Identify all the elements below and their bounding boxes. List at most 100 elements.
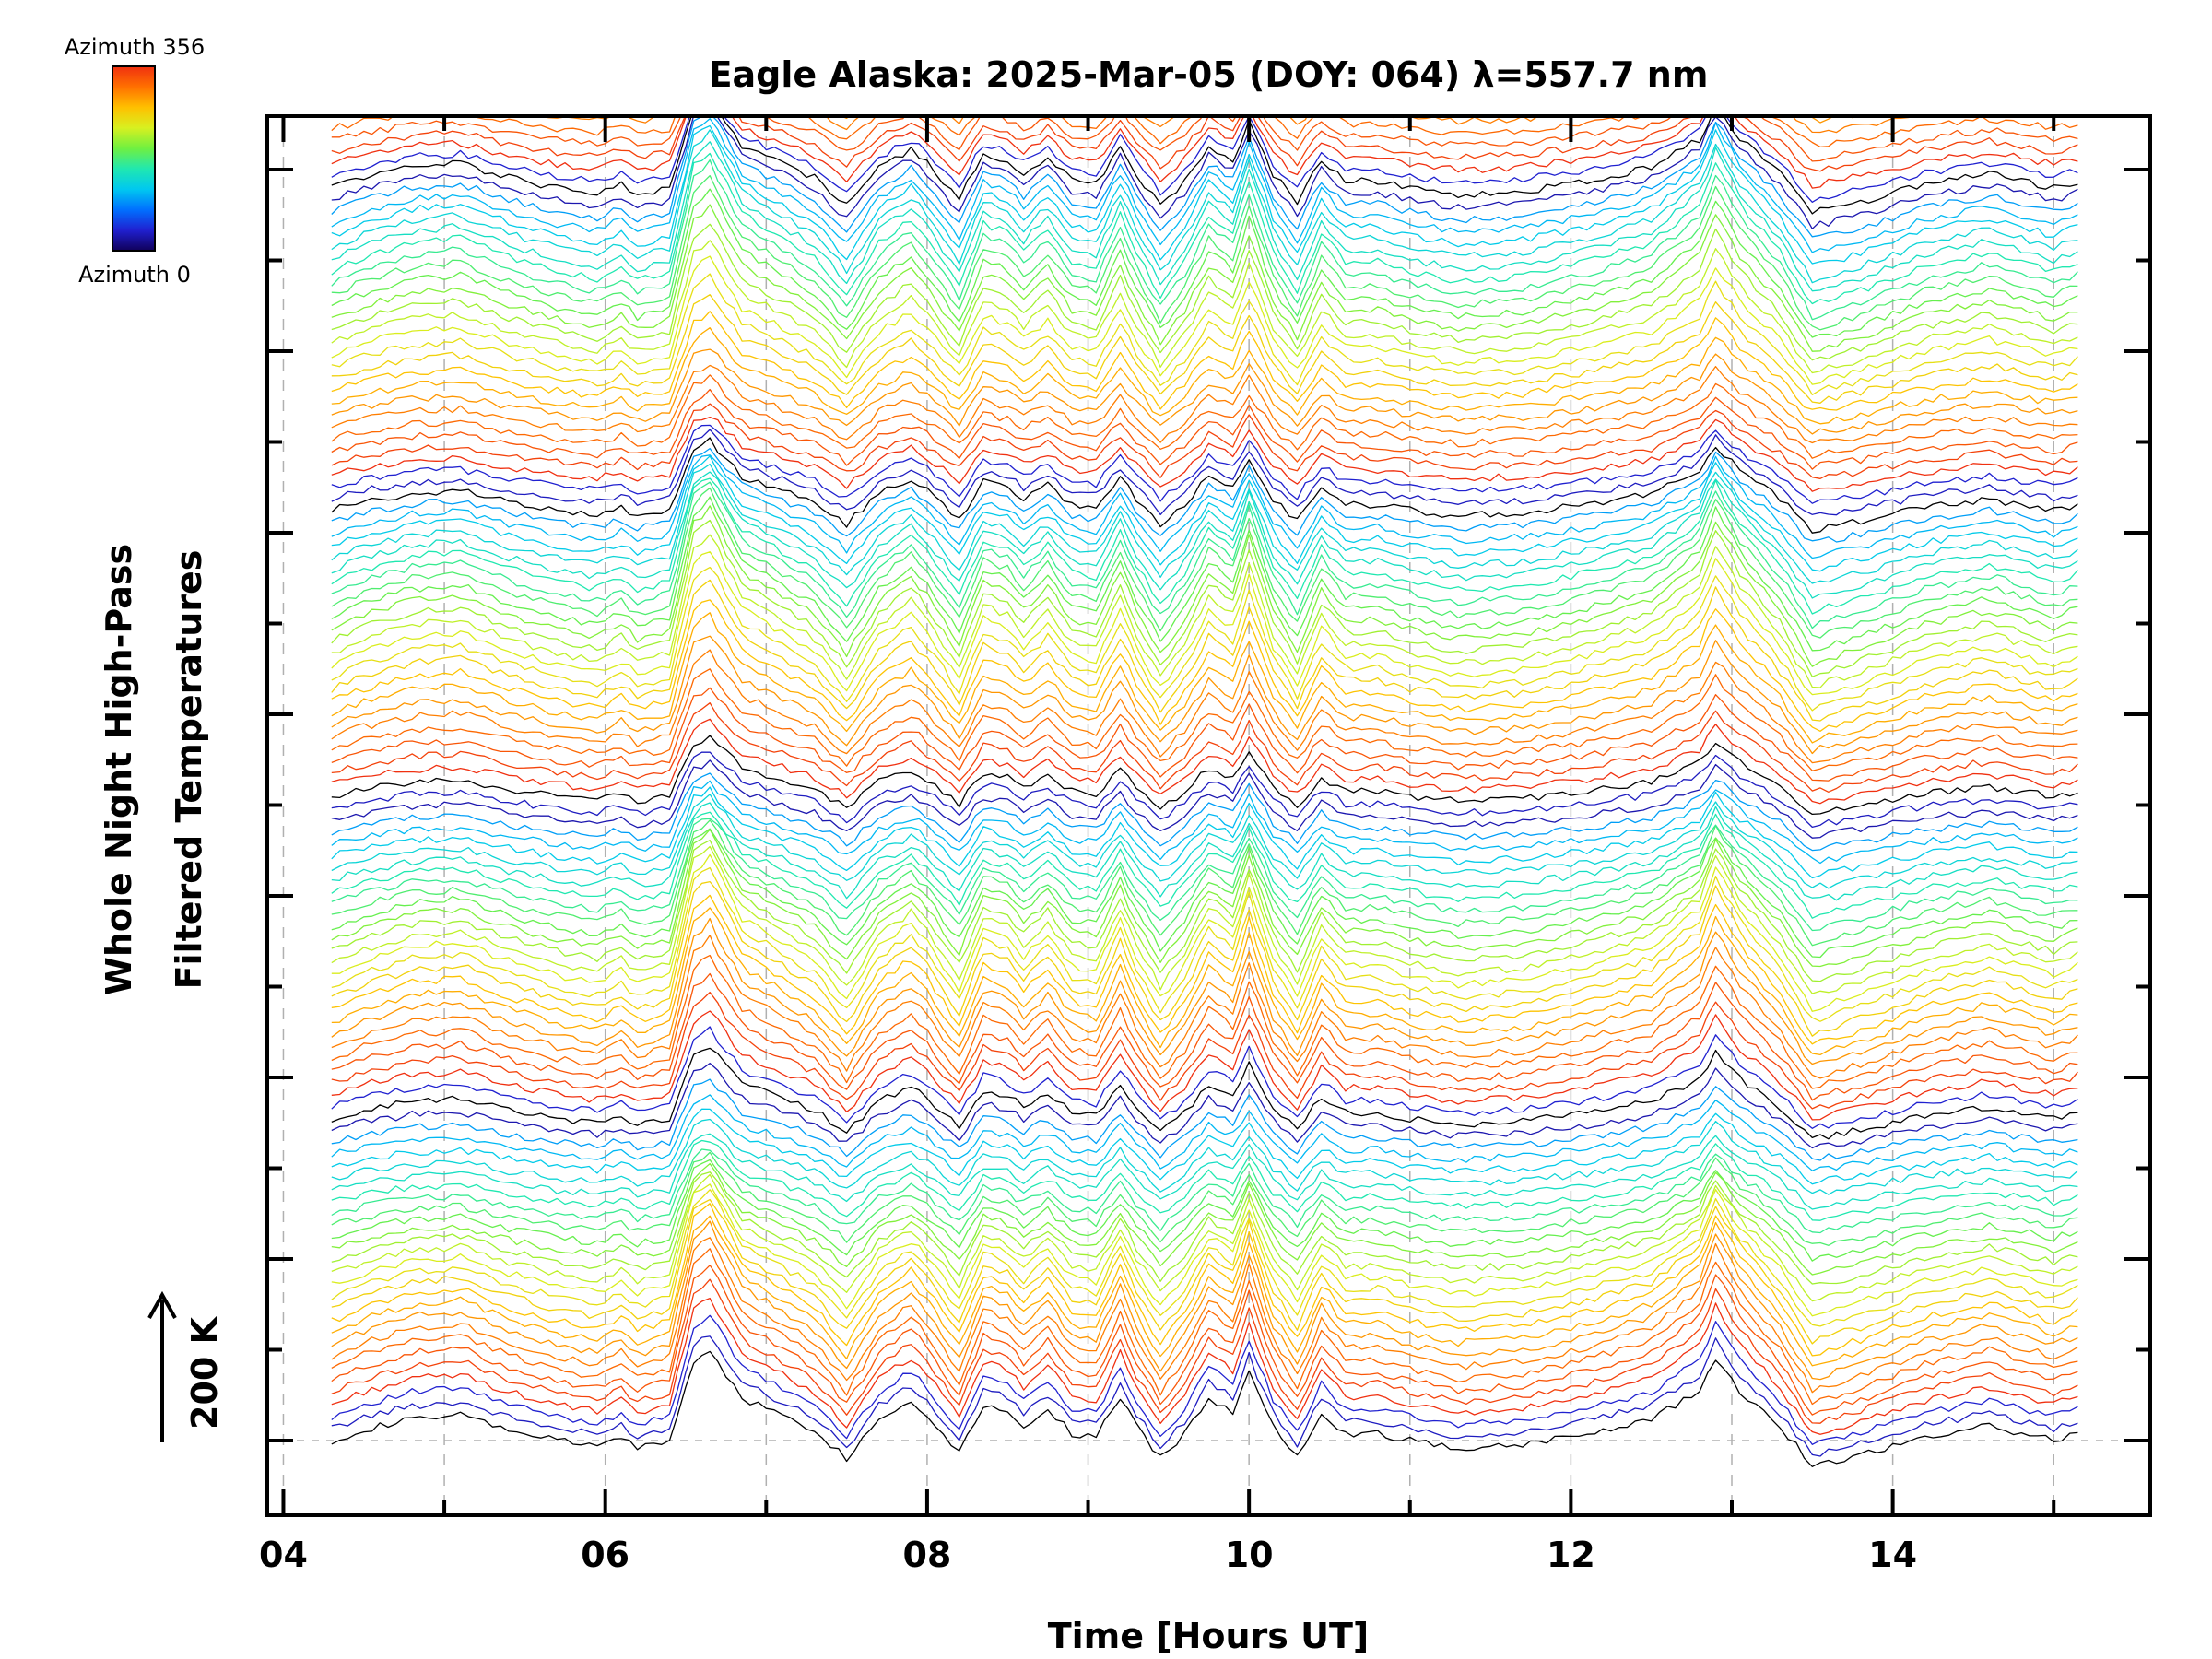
series-line-77: [331, 447, 2078, 543]
series-line-43: [331, 828, 2078, 959]
y-axis-label-line2: Filtered Temperatures: [169, 550, 209, 990]
series-traces: [331, 116, 2078, 1467]
series-line-38: [331, 866, 2078, 1022]
series-line-31: [331, 972, 2078, 1101]
series-line-12: [331, 1189, 2078, 1327]
series-line-76: [331, 454, 2078, 559]
series-line-57: [331, 687, 2078, 782]
colorbar: [112, 65, 156, 252]
series-line-69: [331, 496, 2078, 652]
plot-frame: [265, 114, 2152, 1517]
series-line-44: [331, 819, 2078, 947]
gridlines: [267, 116, 2150, 1515]
series-line-55: [331, 718, 2078, 805]
series-line-73: [331, 471, 2078, 599]
series-line-13: [331, 1183, 2078, 1317]
series-line-29: [331, 1010, 2078, 1121]
series-line-80: [331, 424, 2078, 504]
scale-bar-arrow-head: [147, 1290, 177, 1319]
chart-title: Eagle Alaska: 2025-Mar-05 (DOY: 064) λ=5…: [709, 54, 1709, 95]
series-line-33: [331, 935, 2078, 1079]
colorbar-bottom-label: Azimuth 0: [78, 262, 191, 288]
x-tick-labels: 04 06 08 10 12 14: [259, 1535, 1917, 1575]
series-line-17: [331, 1159, 2078, 1262]
series-line-15: [331, 1171, 2078, 1285]
series-line-95: [331, 188, 2078, 338]
series-line-82: [331, 403, 2078, 479]
series-line-87: [331, 327, 2078, 425]
series-line-105: [331, 116, 2078, 215]
series-line-79: [331, 429, 2078, 516]
series-line-9: [331, 1215, 2078, 1367]
series-line-42: [331, 829, 2078, 968]
series-line-83: [331, 388, 2078, 470]
series-line-65: [331, 551, 2078, 696]
series-line-93: [331, 223, 2078, 361]
series-line-4: [331, 1278, 2078, 1424]
y-axis-label-line1: Whole Night High-Pass: [99, 544, 139, 995]
series-line-46: [331, 811, 2078, 919]
series-line-92: [331, 240, 2078, 374]
series-line-18: [331, 1151, 2078, 1246]
series-line-106: [331, 116, 2078, 203]
series-line-84: [331, 374, 2078, 459]
series-line-53: [331, 751, 2078, 829]
series-line-48: [331, 794, 2078, 889]
series-line-74: [331, 463, 2078, 584]
series-line-51: [331, 772, 2078, 852]
series-line-52: [331, 759, 2078, 839]
series-line-39: [331, 853, 2078, 1012]
series-line-25: [331, 1078, 2078, 1161]
series-line-23: [331, 1108, 2078, 1185]
x-tick-label: 08: [902, 1535, 951, 1575]
series-line-54: [331, 735, 2078, 816]
series-line-20: [331, 1139, 2078, 1221]
series-line-70: [331, 487, 2078, 639]
series-line-2: [331, 1314, 2078, 1445]
series-line-14: [331, 1173, 2078, 1302]
series-line-86: [331, 348, 2078, 435]
x-tick-label: 04: [259, 1535, 308, 1575]
series-line-1: [331, 1335, 2078, 1457]
series-line-89: [331, 294, 2078, 404]
series-line-36: [331, 894, 2078, 1045]
scale-bar-label: 200 K: [184, 1315, 225, 1430]
series-line-72: [331, 477, 2078, 615]
series-line-26: [331, 1062, 2078, 1149]
series-line-104: [331, 116, 2078, 229]
series-line-28: [331, 1026, 2078, 1129]
x-tick-label: 12: [1547, 1535, 1595, 1575]
colorbar-top-label: Azimuth 356: [65, 34, 205, 60]
series-line-19: [331, 1148, 2078, 1234]
x-axis-label: Time [Hours UT]: [1048, 1616, 1370, 1656]
series-line-66: [331, 534, 2078, 688]
series-line-21: [331, 1133, 2078, 1210]
x-tick-label: 10: [1225, 1535, 1274, 1575]
series-line-7: [331, 1237, 2078, 1394]
series-line-81: [331, 416, 2078, 492]
series-line-24: [331, 1094, 2078, 1171]
series-line-50: [331, 780, 2078, 865]
series-line-61: [331, 612, 2078, 744]
series-line-88: [331, 311, 2078, 411]
series-line-99: [331, 141, 2078, 292]
scale-bar: [147, 1290, 177, 1442]
x-tick-label: 14: [1868, 1535, 1917, 1575]
series-line-107: [331, 116, 2078, 189]
series-line-108: [331, 116, 2078, 172]
series-line-35: [331, 907, 2078, 1056]
series-line-102: [331, 118, 2078, 253]
series-line-32: [331, 954, 2078, 1089]
series-line-101: [331, 124, 2078, 265]
series-line-16: [331, 1162, 2078, 1276]
series-line-97: [331, 159, 2078, 321]
axis-ticks: [267, 116, 2150, 1515]
series-line-71: [331, 481, 2078, 629]
series-line-27: [331, 1047, 2078, 1140]
series-line-45: [331, 818, 2078, 932]
series-line-10: [331, 1203, 2078, 1357]
series-line-5: [331, 1265, 2078, 1416]
series-line-85: [331, 364, 2078, 444]
series-line-34: [331, 917, 2078, 1065]
